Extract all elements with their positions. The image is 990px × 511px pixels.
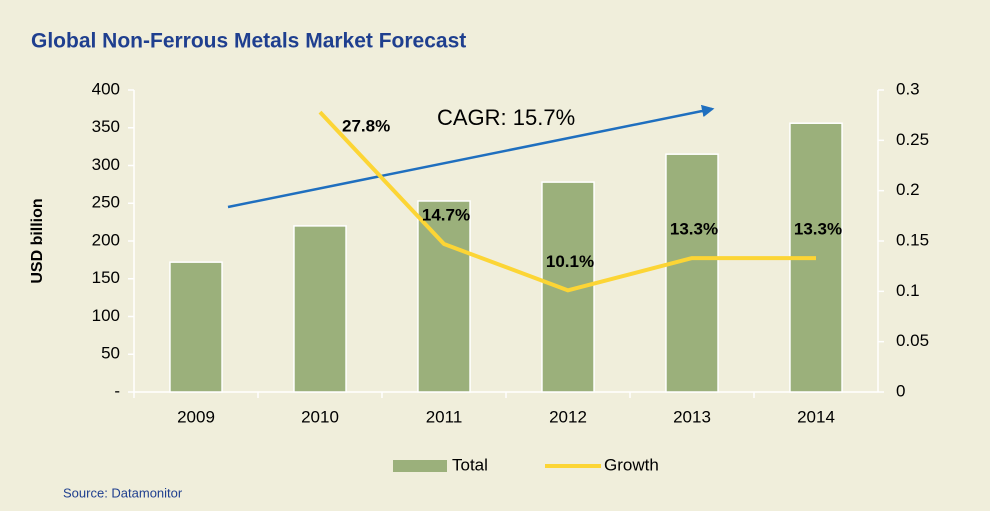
data-label: 27.8% <box>342 117 390 136</box>
x-tick-label: 2013 <box>673 407 711 426</box>
cagr-arrow <box>227 104 715 209</box>
y2-tick-label: 0 <box>896 381 905 400</box>
data-label: 14.7% <box>422 206 470 225</box>
legend-label: Growth <box>604 455 659 474</box>
bar <box>665 153 719 393</box>
y-axis-label: USD billion <box>29 198 46 283</box>
data-label: 10.1% <box>546 252 594 271</box>
chart-title: Global Non-Ferrous Metals Market Forecas… <box>31 30 466 53</box>
y-tick-label: 50 <box>101 344 120 363</box>
x-tick-label: 2011 <box>426 407 463 426</box>
x-tick-label: 2012 <box>549 407 587 426</box>
legend-label: Total <box>452 455 488 474</box>
y2-tick-label: 0.2 <box>896 180 920 199</box>
source: Source: Datamonitor <box>63 485 183 500</box>
y-tick-label: 300 <box>92 155 120 174</box>
legend-swatch <box>393 460 447 472</box>
y-tick-label: 250 <box>92 193 120 212</box>
y2-tick-label: 0.3 <box>896 79 920 98</box>
y-tick-label: 100 <box>92 306 120 325</box>
y2-tick-label: 0.05 <box>896 331 929 350</box>
bar <box>169 261 223 393</box>
y2-tick-label: 0.25 <box>896 130 929 149</box>
y-tick-label: 350 <box>92 117 120 136</box>
x-tick-label: 2014 <box>797 407 835 426</box>
data-label: 13.3% <box>670 220 718 239</box>
x-tick-label: 2009 <box>177 407 215 426</box>
y-tick-label: 150 <box>92 268 120 287</box>
x-tick-label: 2010 <box>301 407 339 426</box>
y-tick-label: 200 <box>92 230 120 249</box>
bar <box>417 200 471 393</box>
y2-tick-label: 0.15 <box>896 230 929 249</box>
y-tick-label: - <box>114 381 120 400</box>
bar <box>293 225 347 393</box>
annotation: CAGR: 15.7% <box>437 105 575 130</box>
y-tick-label: 400 <box>92 79 120 98</box>
data-label: 13.3% <box>794 220 842 239</box>
y2-tick-label: 0.1 <box>896 281 920 300</box>
growth-line <box>318 110 816 293</box>
